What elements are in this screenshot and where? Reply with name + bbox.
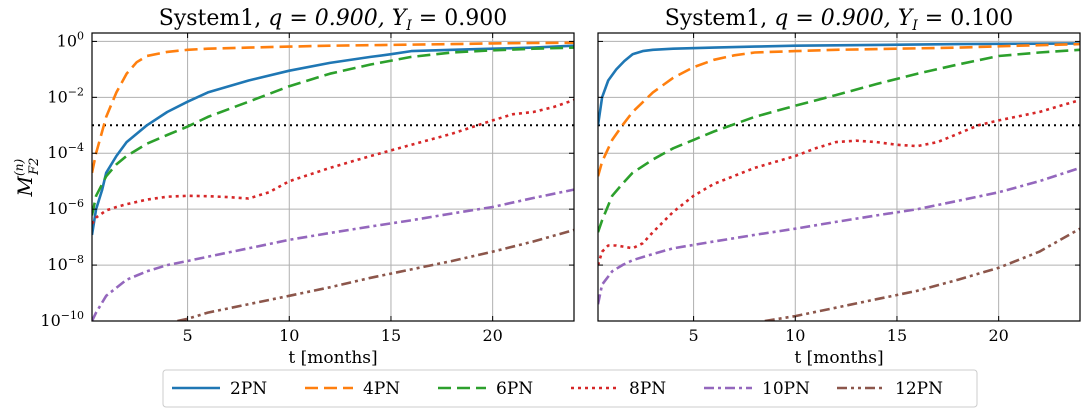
series-line-10PN [598,166,1080,305]
chart-title: System1, q = 0.900, YI = 0.100 [665,6,1013,34]
series-line-4PN [92,41,574,174]
y-tick-label: 10−10 [40,309,84,330]
axes-frame [597,32,1081,322]
legend-label: 6PN [496,379,533,399]
x-tick-label: 5 [182,326,192,345]
series-line-2PN [598,42,1080,126]
x-tick-label: 20 [482,326,502,345]
y-tick-label: 100 [57,29,84,50]
legend-label: 8PN [629,379,666,399]
x-tick-label: 10 [785,326,805,345]
series-line-12PN [764,227,1080,321]
series-group [92,41,574,321]
legend-item-10PN: 10PN [704,379,810,399]
legend: 2PN 4PN 6PN 8PN 10PN 12PN [162,369,978,408]
y-axis-label: M(n)F2 [12,158,42,198]
x-tick-label: 15 [887,326,907,345]
chart-panel-2: 5 10 15 20 System1, q = 0.900, YI = 0.100 t [… [597,6,1081,368]
x-axis-label: t [months] [794,348,883,368]
x-tick-label: 5 [688,326,698,345]
legend-item-4PN: 4PN [305,379,400,399]
x-tick-label: 15 [381,326,401,345]
legend-label: 12PN [895,379,943,399]
series-line-2PN [92,44,574,236]
legend-label: 4PN [363,379,400,399]
axes-frame [91,32,575,322]
x-axis-label: t [months] [288,348,377,368]
legend-item-8PN: 8PN [571,379,666,399]
legend-label: 10PN [762,379,810,399]
series-line-6PN [598,48,1080,233]
legend-item-6PN: 6PN [438,379,533,399]
series-line-4PN [598,42,1080,177]
series-line-10PN [92,188,574,321]
series-group [598,42,1080,321]
y-tick-label: 10−8 [47,253,84,274]
legend-item-12PN: 12PN [837,379,943,399]
y-tick-label: 10−2 [47,85,84,106]
legend-label: 2PN [230,379,267,399]
x-tick-label: 20 [988,326,1008,345]
y-tick-label: 10−6 [47,197,84,218]
series-line-12PN [177,228,574,321]
x-tick-label: 10 [279,326,299,345]
series-line-8PN [598,98,1080,266]
legend-box [162,369,978,408]
chart-title: System1, q = 0.900, YI = 0.900 [159,6,507,34]
chart-panel-1: 5 10 15 20 10−10 10−8 10−6 10−4 10−2 100 System1, … [12,6,575,368]
y-tick-label: 10−4 [47,141,84,162]
series-line-6PN [92,46,574,216]
legend-item-2PN: 2PN [172,379,267,399]
series-line-8PN [92,98,574,225]
